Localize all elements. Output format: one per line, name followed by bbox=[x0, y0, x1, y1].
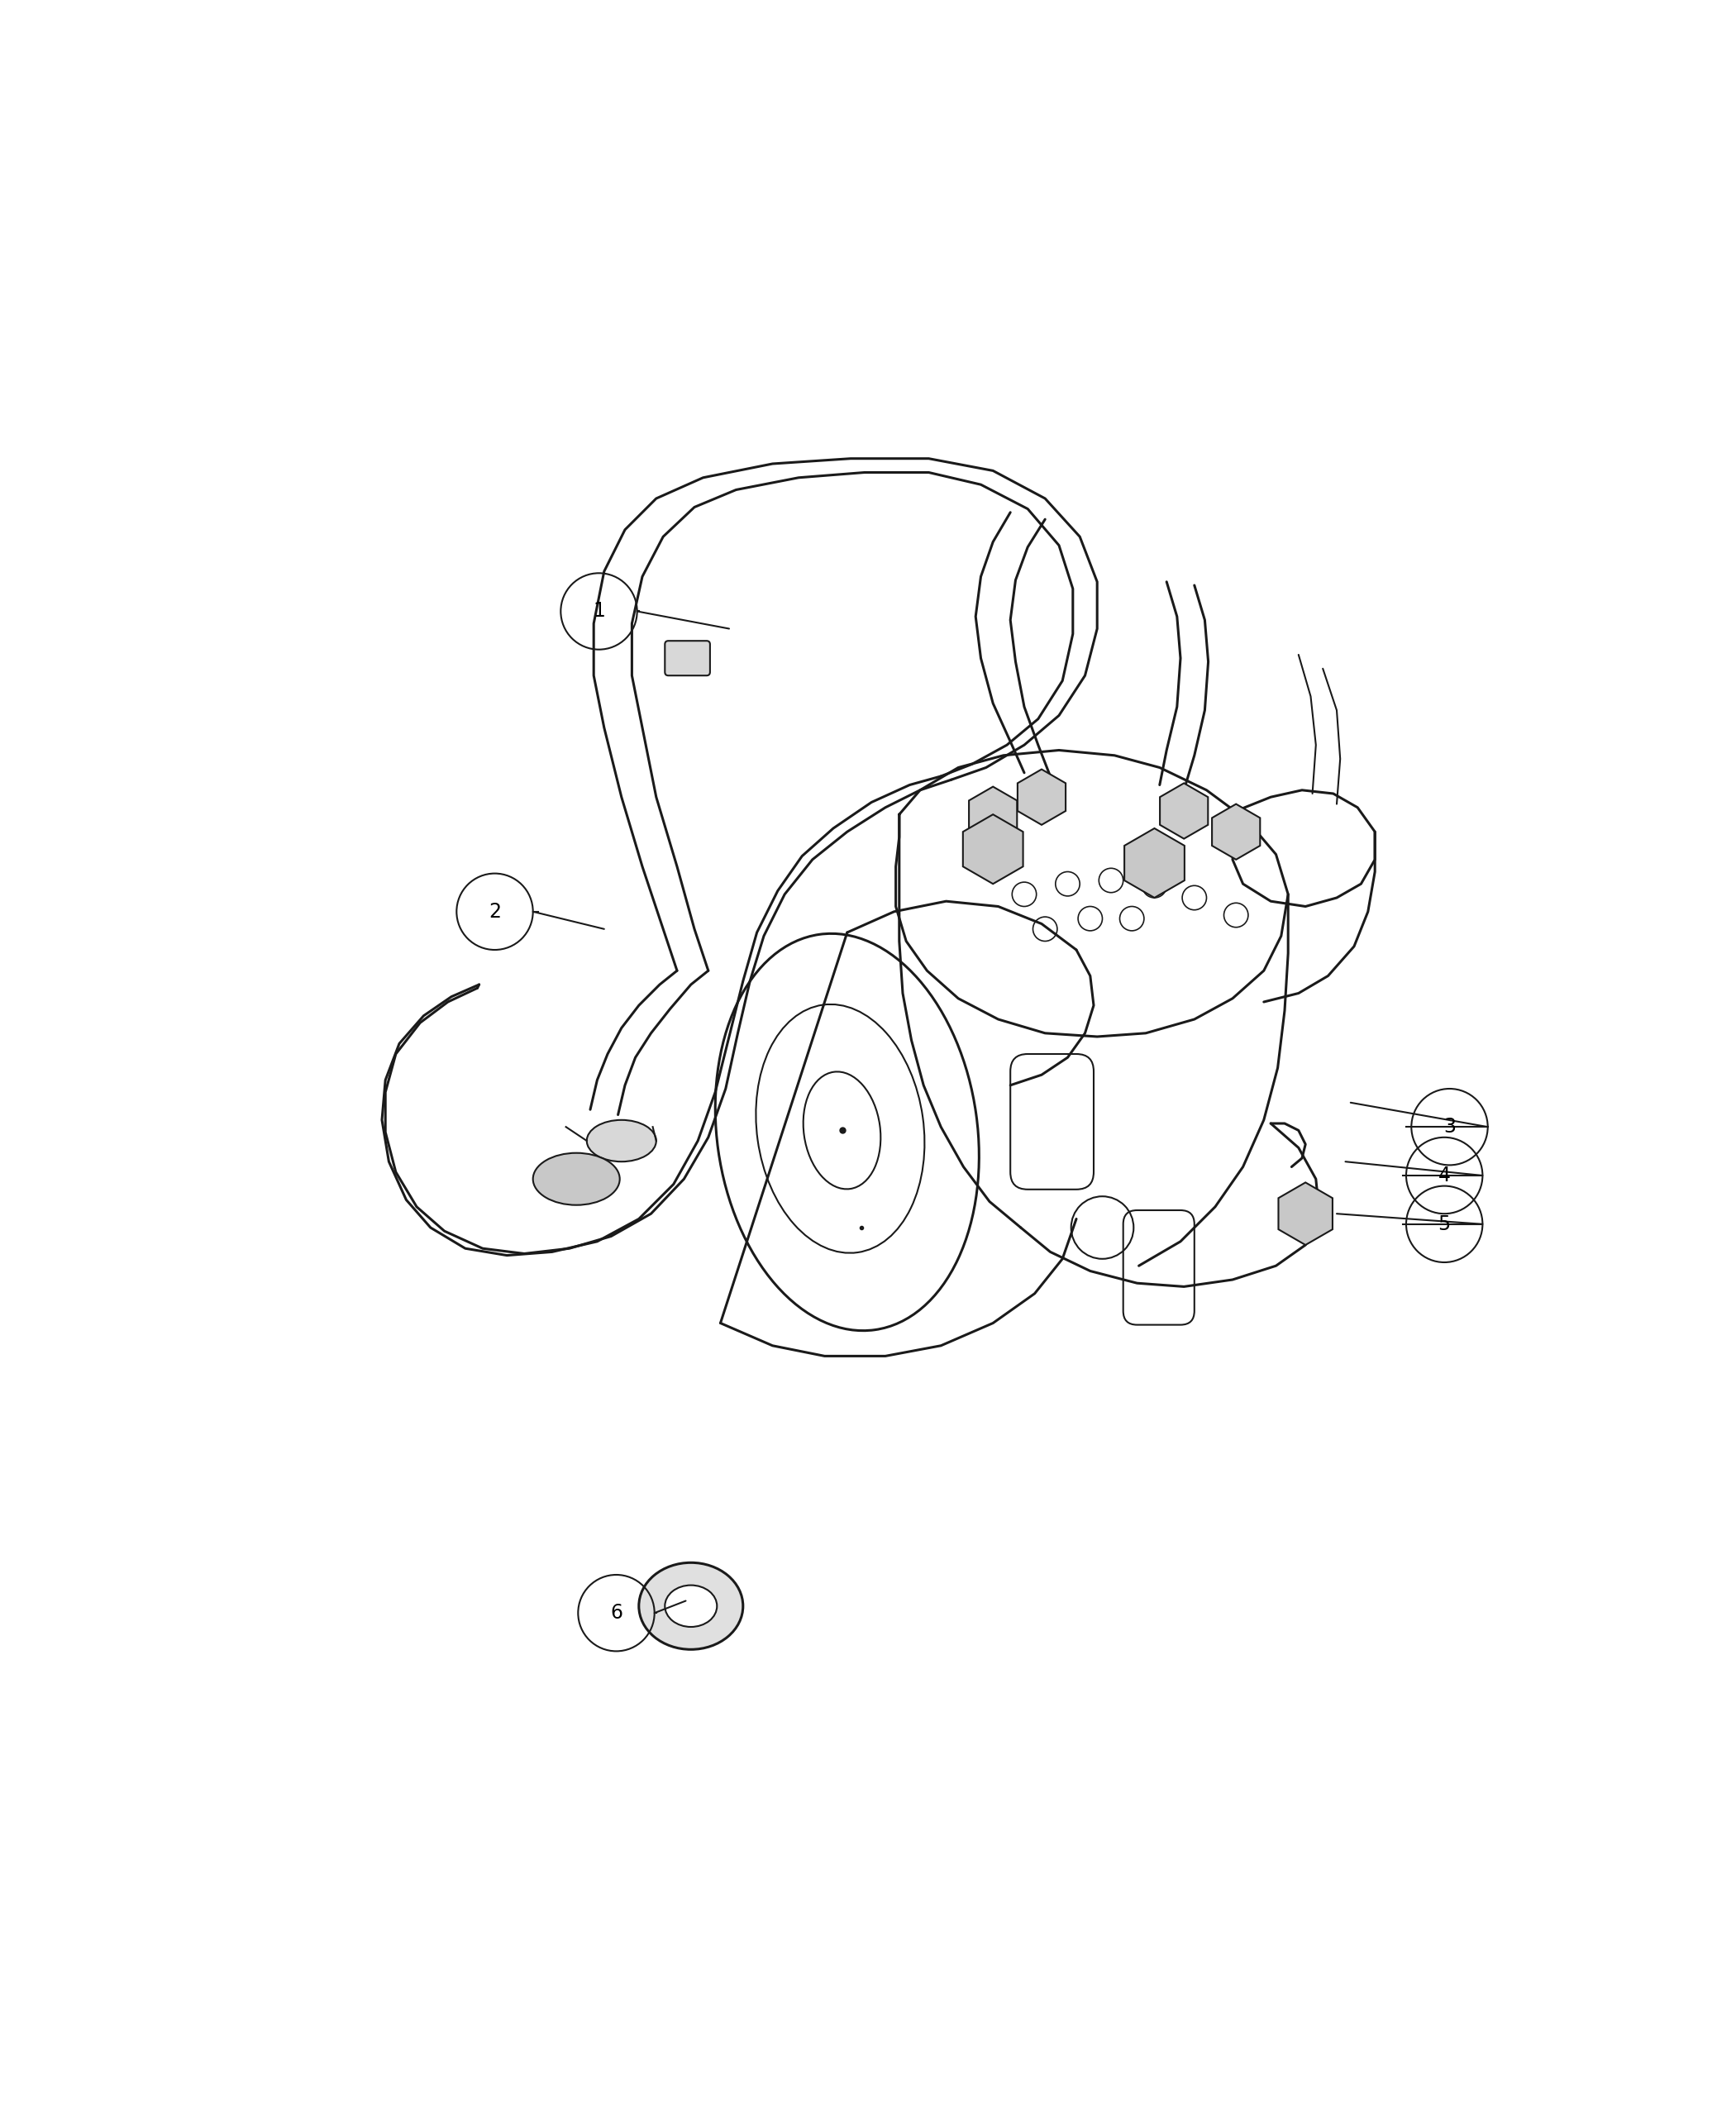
FancyBboxPatch shape bbox=[665, 641, 710, 675]
Ellipse shape bbox=[665, 1585, 717, 1627]
Ellipse shape bbox=[587, 1119, 656, 1162]
Text: 2: 2 bbox=[488, 902, 502, 921]
Text: 3: 3 bbox=[1443, 1117, 1457, 1136]
Text: 5: 5 bbox=[1437, 1214, 1451, 1233]
Text: 6: 6 bbox=[609, 1602, 623, 1623]
Ellipse shape bbox=[639, 1562, 743, 1648]
Ellipse shape bbox=[533, 1153, 620, 1206]
Text: 1: 1 bbox=[592, 601, 606, 622]
Text: 4: 4 bbox=[1437, 1166, 1451, 1185]
